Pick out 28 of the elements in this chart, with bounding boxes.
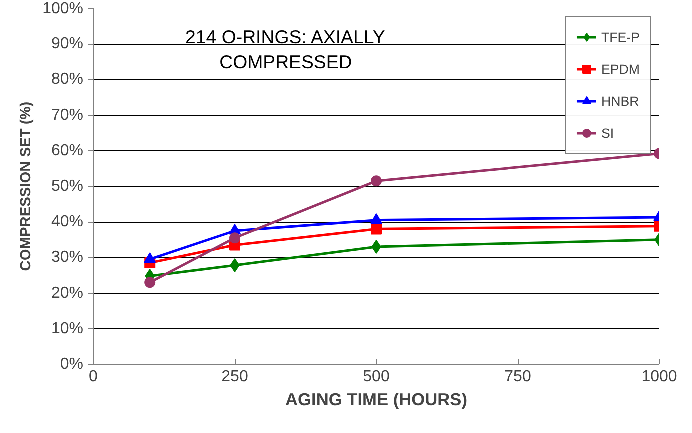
y-tick-label: 30% — [51, 249, 84, 266]
point — [230, 232, 240, 244]
x-axis-title: AGING TIME (HOURS) — [286, 390, 468, 410]
point — [371, 224, 382, 235]
y-tick-label: 10% — [51, 320, 84, 338]
x-tick-label: 250 — [222, 368, 248, 386]
x-tick-label: 0 — [89, 368, 98, 386]
point — [144, 252, 156, 264]
point — [144, 277, 156, 288]
y-tick-label: 0% — [60, 356, 84, 373]
x-tick-label: 750 — [504, 368, 532, 386]
legend-label: HNBR — [601, 94, 640, 108]
x-tick-label: 500 — [363, 368, 390, 386]
x-tick-label: 1000 — [642, 368, 678, 386]
y-tick-label: 90% — [51, 36, 84, 53]
legend-label: EPDM — [601, 62, 640, 76]
point — [371, 176, 382, 187]
y-tick-label: 80% — [51, 71, 84, 88]
text: 214 O-RINGS: AXIALLY COMPRESSED — [186, 26, 386, 72]
y-tick-label: 20% — [51, 284, 84, 302]
legend-label: SI — [601, 126, 616, 140]
y-tick-label: 100% — [42, 0, 84, 18]
y-tick-label: 40% — [51, 214, 84, 231]
y-tick-label: 60% — [51, 142, 84, 160]
y-tick-label: 50% — [51, 178, 84, 195]
legend-label: TFE-P — [601, 30, 640, 44]
y-tick-label: 70% — [51, 106, 84, 124]
y-axis-title: COMPRESSION SET (%) — [18, 102, 35, 272]
